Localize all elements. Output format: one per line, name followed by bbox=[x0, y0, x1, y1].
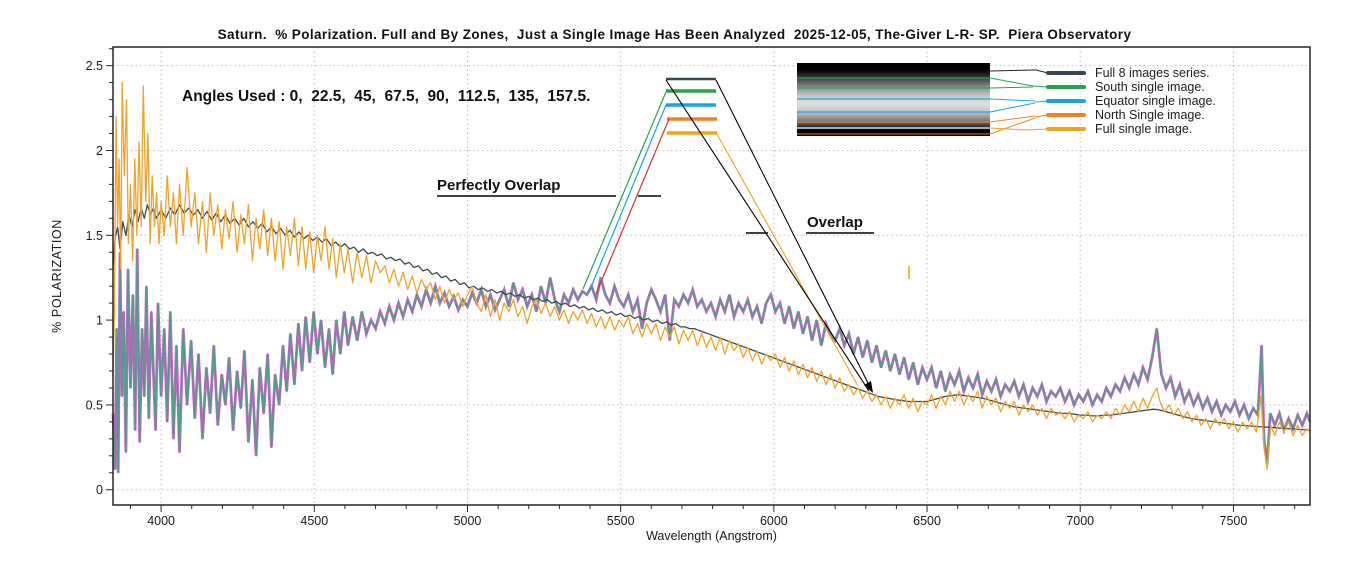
legend-label: South single image. bbox=[1095, 80, 1205, 94]
overlap-arrow-head bbox=[864, 381, 873, 393]
legend-label: Equator single image. bbox=[1095, 94, 1216, 108]
angles-used-annotation: Angles Used : 0, 22.5, 45, 67.5, 90, 112… bbox=[182, 88, 591, 105]
y-tick-label: 0 bbox=[96, 483, 103, 497]
legend-swatch bbox=[1046, 113, 1086, 117]
legend-swatch bbox=[1046, 127, 1086, 131]
legend-swatch bbox=[1046, 71, 1086, 75]
y-axis-label: % POLARIZATION bbox=[50, 219, 64, 333]
perfectly-overlap-annotation: Perfectly Overlap bbox=[437, 177, 561, 194]
y-tick-label: 1.5 bbox=[86, 229, 103, 243]
chart-title: Saturn. % Polarization. Full and By Zone… bbox=[217, 27, 1132, 42]
legend-label: Full 8 images series. bbox=[1095, 66, 1210, 80]
legend-label: North Single image. bbox=[1095, 108, 1205, 122]
x-tick-label: 4000 bbox=[147, 514, 175, 528]
series-full_single bbox=[112, 81, 1311, 471]
x-tick-label: 7500 bbox=[1220, 514, 1248, 528]
legend-item: Full single image. bbox=[1046, 122, 1192, 136]
x-tick-label: 4500 bbox=[300, 514, 328, 528]
y-tick-label: 1 bbox=[96, 314, 103, 328]
overlap-annotation: Overlap bbox=[807, 214, 863, 231]
spectrum-strip-inset bbox=[797, 63, 990, 136]
legend-item: Equator single image. bbox=[1046, 94, 1216, 108]
x-tick-label: 5000 bbox=[454, 514, 482, 528]
x-tick-label: 6000 bbox=[760, 514, 788, 528]
y-tick-label: 2 bbox=[96, 144, 103, 158]
series-full_8_images bbox=[112, 204, 1311, 432]
series-zones_overlapped bbox=[112, 248, 1311, 474]
x-tick-label: 7000 bbox=[1066, 514, 1094, 528]
legend-label: Full single image. bbox=[1095, 122, 1193, 136]
spectrum-strip-zone-lines bbox=[797, 77, 990, 135]
legend-item: North Single image. bbox=[1046, 108, 1205, 122]
legend-swatch bbox=[1046, 99, 1086, 103]
legend-swatch bbox=[1046, 85, 1086, 89]
x-axis-label: Wavelength (Angstrom) bbox=[646, 529, 777, 543]
x-tick-label: 5500 bbox=[607, 514, 635, 528]
y-tick-label: 2.5 bbox=[86, 59, 103, 73]
y-tick-label: 0.5 bbox=[86, 398, 103, 412]
x-tick-label: 6500 bbox=[913, 514, 941, 528]
legend-item: Full 8 images series. bbox=[1046, 66, 1210, 80]
legend-item: South single image. bbox=[1046, 80, 1205, 94]
